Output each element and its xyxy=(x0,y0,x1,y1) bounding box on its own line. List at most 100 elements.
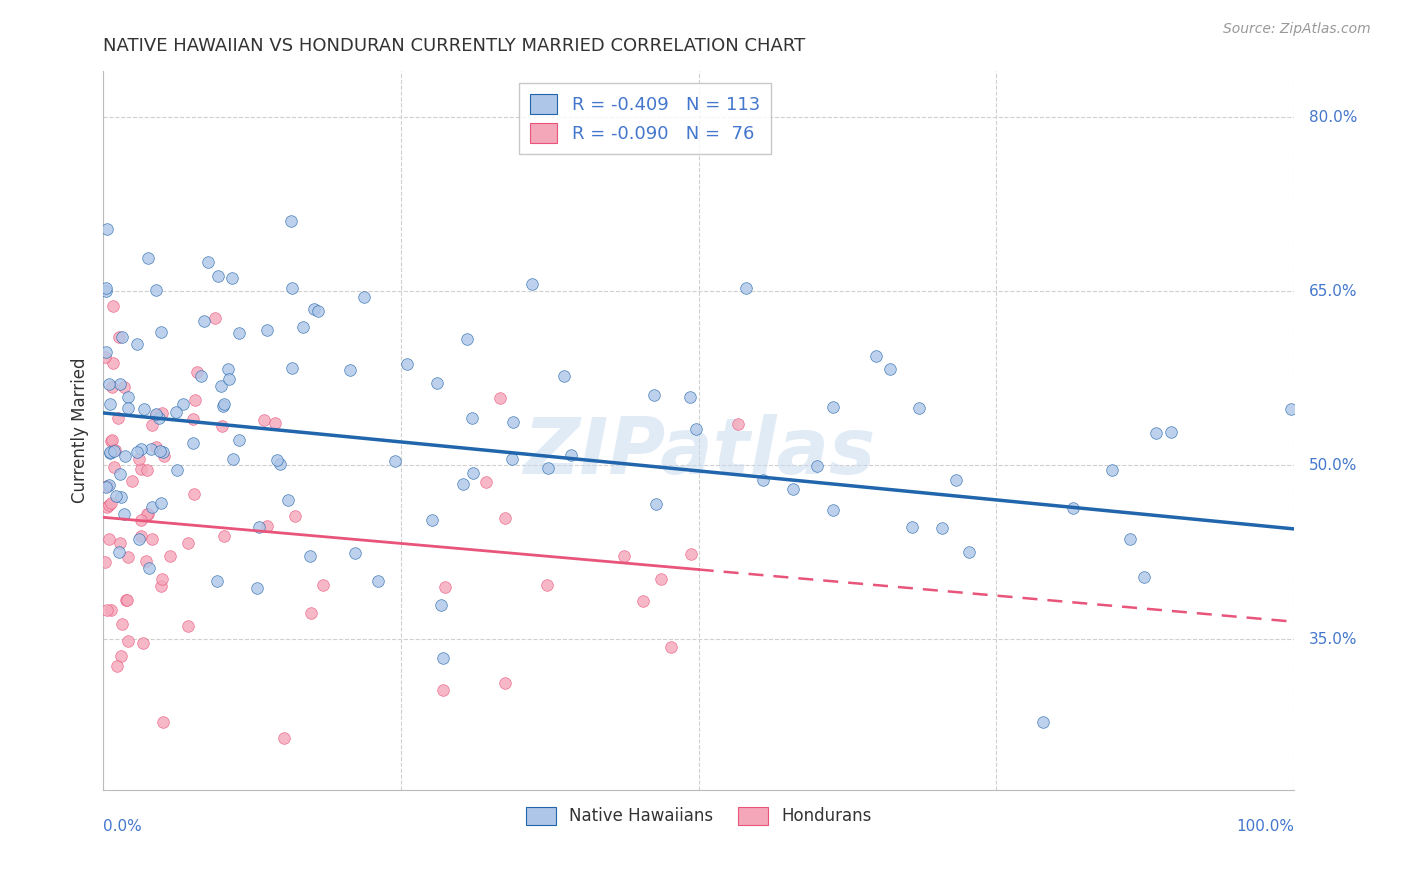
Point xyxy=(252,413,274,427)
Point xyxy=(107,411,129,425)
Point xyxy=(430,598,453,612)
Point xyxy=(103,356,125,370)
Point xyxy=(456,332,478,346)
Y-axis label: Currently Married: Currently Married xyxy=(72,358,89,503)
Text: 65.0%: 65.0% xyxy=(1309,284,1357,299)
Point xyxy=(553,368,575,383)
Point xyxy=(135,507,157,521)
Point xyxy=(536,578,558,592)
Point xyxy=(501,451,523,466)
Point xyxy=(96,479,118,493)
Point xyxy=(644,497,666,511)
Point xyxy=(152,445,174,459)
Point xyxy=(136,463,159,477)
Point xyxy=(135,554,157,568)
Point xyxy=(1160,425,1182,439)
Point xyxy=(269,457,291,471)
Point xyxy=(228,326,250,340)
Point xyxy=(117,634,139,648)
Point xyxy=(426,376,449,391)
Text: 50.0%: 50.0% xyxy=(1309,458,1357,473)
Point xyxy=(339,363,361,377)
Point xyxy=(461,466,484,480)
Point xyxy=(494,676,516,690)
Point xyxy=(211,418,233,433)
Point xyxy=(299,606,322,620)
Point xyxy=(281,361,304,376)
Point xyxy=(98,498,121,512)
Point xyxy=(150,406,173,420)
Point xyxy=(212,397,235,411)
Point xyxy=(280,214,302,228)
Point xyxy=(132,636,155,650)
Point xyxy=(149,444,172,458)
Point xyxy=(489,391,512,405)
Point xyxy=(141,417,163,432)
Point xyxy=(152,715,174,730)
Point xyxy=(96,222,118,236)
Point xyxy=(1101,463,1123,477)
Point xyxy=(104,442,127,457)
Point xyxy=(643,388,665,402)
Point xyxy=(103,443,125,458)
Point xyxy=(101,434,124,448)
Point xyxy=(184,392,207,407)
Point xyxy=(197,255,219,269)
Point xyxy=(1062,501,1084,516)
Point xyxy=(108,535,131,549)
Point xyxy=(97,532,120,546)
Text: ZIPatlas: ZIPatlas xyxy=(523,414,875,490)
Point xyxy=(145,440,167,454)
Point xyxy=(679,390,702,404)
Point xyxy=(96,500,118,515)
Point xyxy=(125,445,148,459)
Point xyxy=(152,450,174,464)
Point xyxy=(957,544,980,558)
Point xyxy=(299,549,322,563)
Point xyxy=(823,400,845,414)
Point xyxy=(292,319,315,334)
Point xyxy=(228,433,250,447)
Point xyxy=(181,412,204,426)
Point xyxy=(115,592,138,607)
Point xyxy=(112,380,135,394)
Point xyxy=(103,299,125,313)
Point xyxy=(181,436,204,450)
Point xyxy=(273,731,295,746)
Point xyxy=(100,603,122,617)
Point xyxy=(100,495,122,509)
Point xyxy=(177,618,200,632)
Point xyxy=(96,480,118,494)
Point xyxy=(685,422,707,436)
Point xyxy=(117,390,139,404)
Point xyxy=(284,509,307,524)
Point xyxy=(432,651,454,665)
Point xyxy=(1119,532,1142,546)
Point xyxy=(1279,402,1302,417)
Point xyxy=(432,682,454,697)
Point xyxy=(148,411,170,425)
Point xyxy=(131,462,153,476)
Point xyxy=(94,350,117,364)
Point xyxy=(806,458,828,473)
Point xyxy=(103,460,125,475)
Point xyxy=(865,349,887,363)
Point xyxy=(256,518,278,533)
Point xyxy=(249,519,271,533)
Point xyxy=(110,649,132,664)
Point xyxy=(98,446,121,460)
Point xyxy=(222,452,245,467)
Point xyxy=(945,473,967,487)
Point xyxy=(212,399,235,413)
Point xyxy=(172,397,194,411)
Point xyxy=(138,560,160,574)
Point xyxy=(98,445,121,459)
Point xyxy=(502,416,524,430)
Point xyxy=(520,277,543,292)
Point xyxy=(129,528,152,542)
Point xyxy=(209,379,232,393)
Point xyxy=(166,463,188,477)
Point xyxy=(307,303,329,318)
Point xyxy=(145,409,167,423)
Point xyxy=(1032,715,1054,730)
